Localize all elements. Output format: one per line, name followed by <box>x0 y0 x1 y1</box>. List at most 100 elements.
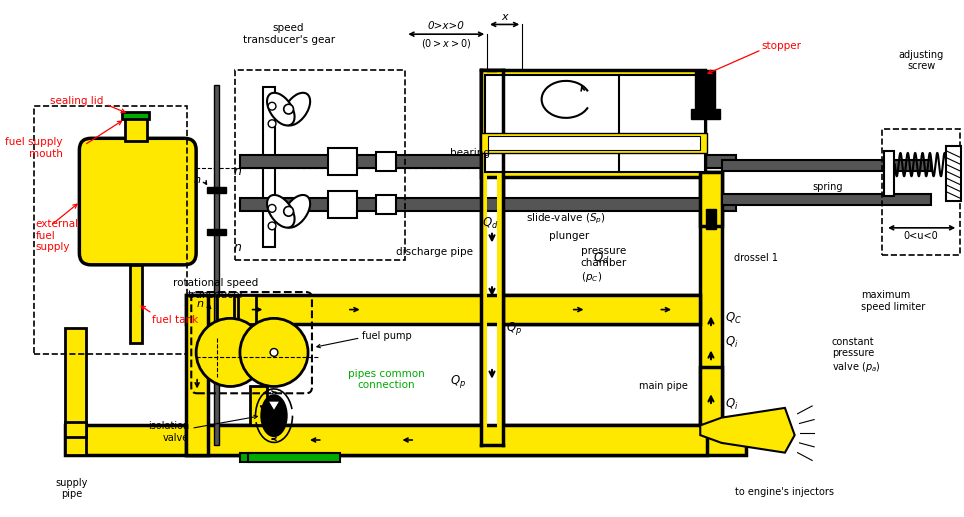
Text: rotational speed
transducer: rotational speed transducer <box>173 278 258 300</box>
Text: n: n <box>197 299 204 309</box>
Bar <box>217 295 234 324</box>
Bar <box>214 85 220 445</box>
Bar <box>481 133 707 153</box>
Text: adjusting
screw: adjusting screw <box>898 50 944 71</box>
Text: spring: spring <box>813 182 843 192</box>
Bar <box>502 295 700 324</box>
Bar <box>235 70 406 260</box>
Polygon shape <box>268 401 280 411</box>
Text: $Q_i$: $Q_i$ <box>725 397 738 412</box>
Circle shape <box>268 102 276 110</box>
Text: $Q_d$: $Q_d$ <box>482 216 498 231</box>
Bar <box>250 387 267 425</box>
Bar <box>65 328 86 454</box>
Bar <box>240 453 333 462</box>
FancyBboxPatch shape <box>79 139 196 265</box>
Bar <box>238 295 255 324</box>
Bar <box>700 172 722 226</box>
Bar <box>884 151 894 196</box>
Ellipse shape <box>267 195 295 227</box>
Bar <box>263 87 275 247</box>
Text: n: n <box>194 175 201 185</box>
Circle shape <box>283 206 293 216</box>
Ellipse shape <box>282 195 310 227</box>
Bar <box>484 73 499 442</box>
Text: discharge pipe: discharge pipe <box>396 247 473 257</box>
Bar <box>207 229 227 235</box>
Bar <box>882 129 960 255</box>
Text: fuel tank: fuel tank <box>152 315 199 325</box>
Circle shape <box>268 222 276 230</box>
Text: x: x <box>501 12 508 22</box>
Bar <box>248 453 340 462</box>
Bar <box>722 160 931 172</box>
Bar <box>481 70 487 445</box>
Text: constant
pressure
valve $(p_a)$: constant pressure valve $(p_a)$ <box>832 337 880 374</box>
Bar <box>695 70 715 111</box>
Text: $Q_p$: $Q_p$ <box>449 373 466 390</box>
Circle shape <box>283 104 293 114</box>
Bar <box>186 295 712 324</box>
Text: 0<u<0: 0<u<0 <box>904 231 939 240</box>
Text: to engine's injectors: to engine's injectors <box>736 486 835 497</box>
Bar <box>376 152 395 172</box>
Text: fuel supply
mouth: fuel supply mouth <box>6 137 63 159</box>
Bar <box>690 109 720 119</box>
Text: sealing lid: sealing lid <box>50 96 104 107</box>
Text: drossel 1: drossel 1 <box>735 253 778 263</box>
Text: pipes common
connection: pipes common connection <box>348 369 424 390</box>
Bar <box>122 112 149 119</box>
Circle shape <box>270 348 278 356</box>
Polygon shape <box>700 408 794 453</box>
Bar <box>130 265 142 343</box>
Text: $Q_p$: $Q_p$ <box>506 320 522 337</box>
Circle shape <box>240 318 308 387</box>
Bar <box>240 155 736 169</box>
Text: speed
transducer's gear: speed transducer's gear <box>243 23 335 45</box>
Text: supply
pipe: supply pipe <box>55 478 88 499</box>
Bar <box>481 70 502 445</box>
Text: n: n <box>234 241 242 254</box>
Bar <box>706 209 716 229</box>
Bar <box>481 70 705 177</box>
Text: $(0>x>0)$: $(0>x>0)$ <box>421 37 471 51</box>
Text: n: n <box>234 165 242 178</box>
Text: $Q_i$: $Q_i$ <box>725 335 738 350</box>
Ellipse shape <box>261 395 286 436</box>
Bar <box>65 422 86 437</box>
Text: n: n <box>267 406 274 416</box>
Bar <box>620 75 705 172</box>
Text: isolation
valve: isolation valve <box>148 421 189 443</box>
Bar <box>65 425 746 454</box>
Bar <box>700 367 722 425</box>
Text: fuel pump: fuel pump <box>362 331 412 341</box>
Circle shape <box>196 318 264 387</box>
Bar <box>700 172 722 425</box>
Bar <box>376 195 395 214</box>
Text: plunger: plunger <box>549 231 590 240</box>
Bar <box>722 194 931 205</box>
Text: $Q_d$: $Q_d$ <box>593 250 610 266</box>
Bar <box>34 106 187 354</box>
Bar <box>240 197 736 211</box>
Bar <box>488 136 700 150</box>
Ellipse shape <box>282 93 310 126</box>
Bar <box>207 187 227 193</box>
Bar <box>186 295 208 454</box>
Text: bearing: bearing <box>450 148 490 158</box>
Text: external
fuel
supply: external fuel supply <box>36 219 79 252</box>
Bar <box>496 70 502 445</box>
Text: $Q_C$: $Q_C$ <box>725 311 741 326</box>
Bar <box>947 146 961 201</box>
Bar <box>328 191 357 218</box>
Text: pressure
chamber
$(p_C)$: pressure chamber $(p_C)$ <box>580 246 627 284</box>
Text: maximum
speed limiter: maximum speed limiter <box>861 290 925 312</box>
Bar <box>125 116 147 141</box>
Bar <box>485 75 622 172</box>
Bar <box>328 148 357 175</box>
Bar <box>186 425 707 454</box>
Text: stopper: stopper <box>762 41 802 51</box>
Circle shape <box>268 120 276 128</box>
Text: main pipe: main pipe <box>639 382 688 391</box>
Text: 0>x>0: 0>x>0 <box>428 21 465 32</box>
